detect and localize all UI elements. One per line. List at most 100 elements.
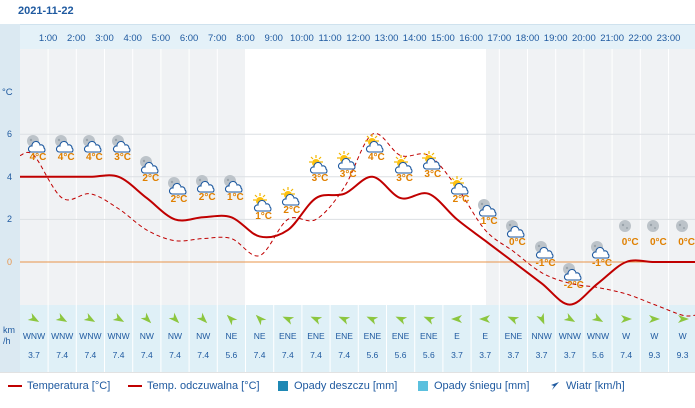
cloud-sun-icon <box>419 150 443 172</box>
wind-speed: 7.4 <box>169 350 181 360</box>
y-tick: 4 <box>7 172 13 182</box>
wind-direction: NNW <box>531 331 552 341</box>
wind-arrow-icon <box>112 312 125 324</box>
hour-label: 15:00 <box>431 33 455 44</box>
cloud-moon-icon <box>221 173 245 195</box>
wind-direction: ENE <box>279 331 297 341</box>
hour-label: 20:00 <box>572 33 596 44</box>
wind-arrow-icon <box>551 382 559 390</box>
wind-speed: 7.4 <box>56 350 69 360</box>
wind-speed: 7.4 <box>253 350 266 360</box>
axis-rail <box>0 24 20 372</box>
temperature-label: 2°C <box>142 173 160 185</box>
legend-snow-label: Opady śniegu [mm] <box>434 380 530 392</box>
wind-speed: 7.4 <box>281 350 294 360</box>
cloud-moon-icon <box>588 239 612 261</box>
wind-speed: 7.4 <box>112 350 125 360</box>
hour-label: 1:00 <box>38 33 58 44</box>
temperature-label: 3°C <box>396 173 413 185</box>
legend-snow[interactable]: Opady śniegu [mm] <box>418 380 529 392</box>
legend-snow-swatch <box>418 381 428 391</box>
cloud-moon-icon <box>137 154 161 176</box>
cloud-moon-icon <box>80 133 104 155</box>
wind-direction: ENE <box>391 331 410 341</box>
wind-unit-h: /h <box>3 336 11 346</box>
hour-label: 18:00 <box>515 33 540 44</box>
wind-speed: 7.4 <box>620 350 633 360</box>
temperature-label: 0°C <box>649 237 667 248</box>
wind-arrow-icon <box>563 312 576 324</box>
cloud-moon-icon <box>560 261 584 283</box>
wind-arrow-icon <box>479 312 491 324</box>
wind-arrow-icon <box>282 312 294 325</box>
cloud-moon-icon <box>109 133 133 155</box>
wind-speed: 9.3 <box>648 350 661 360</box>
temperature-label: 1°C <box>226 192 244 204</box>
legend-feels[interactable]: Temp. odczuwalna [°C] <box>128 380 260 392</box>
wind-arrow-icon <box>535 312 548 325</box>
wind-arrow-icon <box>395 312 407 325</box>
cloud-sun-icon <box>391 154 415 176</box>
cloud-sun-icon <box>306 154 330 176</box>
hour-label: 16:00 <box>459 33 483 44</box>
wind-speed: 3.7 <box>535 350 548 360</box>
wind-direction: ENE <box>335 331 353 341</box>
wind-speed: 3.7 <box>563 350 576 360</box>
wind-arrow-icon <box>451 312 463 324</box>
cloud-sun-icon <box>362 133 386 155</box>
wind-arrow-icon <box>225 312 238 326</box>
hour-label: 2:00 <box>67 33 86 44</box>
temperature-label: 3°C <box>311 173 329 185</box>
temperature-label: 2°C <box>198 192 216 204</box>
wind-direction: E <box>482 331 489 341</box>
wind-direction: E <box>454 331 460 341</box>
wind-direction: WNW <box>22 331 46 341</box>
legend-wind[interactable]: Wiatr [km/h] <box>550 380 625 392</box>
date-heading: 2021-11-22 <box>18 5 74 17</box>
wind-arrow-icon <box>423 312 435 325</box>
wind-direction: ENE <box>307 331 325 341</box>
wind-direction: NW <box>196 331 211 341</box>
cloud-moon-icon <box>52 133 76 155</box>
wind-direction: WNW <box>586 331 610 341</box>
wind-direction: W <box>650 331 659 341</box>
legend-feels-label: Temp. odczuwalna [°C] <box>147 380 260 392</box>
temperature-label: 4°C <box>367 151 385 163</box>
temperature-label: -1°C <box>535 258 556 270</box>
wind-arrow-icon <box>55 312 68 324</box>
wind-direction: W <box>678 331 687 341</box>
wind-arrow-icon <box>591 312 604 324</box>
wind-direction: NE <box>225 331 238 341</box>
temperature-label: 4°C <box>29 151 47 163</box>
temperature-label: 3°C <box>424 168 442 180</box>
wind-unit-km: km <box>3 325 15 335</box>
hour-label: 8:00 <box>236 33 255 44</box>
wind-speed: 9.3 <box>676 350 689 360</box>
temperature-label: -1°C <box>591 258 613 270</box>
y-axis-unit: °C <box>2 87 13 98</box>
moon-icon <box>644 218 668 240</box>
cloud-sun-icon <box>334 150 358 172</box>
temperature-label: 3°C <box>114 151 131 163</box>
legend-temp-label: Temperatura [°C] <box>27 380 111 392</box>
cloud-sun-icon <box>250 192 274 214</box>
cloud-moon-icon <box>193 173 217 195</box>
wind-arrow-icon <box>27 312 40 324</box>
wind-direction: NW <box>167 331 183 341</box>
wind-direction: WNW <box>79 331 102 341</box>
legend-rain-label: Opady deszczu [mm] <box>294 380 398 392</box>
temperature-label: 0°C <box>678 237 695 248</box>
temperature-label: 3°C <box>339 168 357 180</box>
wind-direction: NE <box>253 331 266 341</box>
wind-direction: WNW <box>51 331 74 341</box>
temperature-label: 0°C <box>621 237 639 248</box>
legend-rain[interactable]: Opady deszczu [mm] <box>278 380 397 392</box>
wind-arrow-icon <box>620 312 633 324</box>
wind-speed: 3.7 <box>451 350 463 360</box>
cloud-moon-icon <box>532 239 556 261</box>
legend-temp[interactable]: Temperatura [°C] <box>8 380 110 392</box>
series-line-feels-like <box>19 132 695 317</box>
hour-row: 1:00 2:00 3:00 4:00 5:00 6:00 7:00 8:00 9:00 10:0… <box>20 25 695 49</box>
wind-speed: 7.4 <box>140 350 153 360</box>
